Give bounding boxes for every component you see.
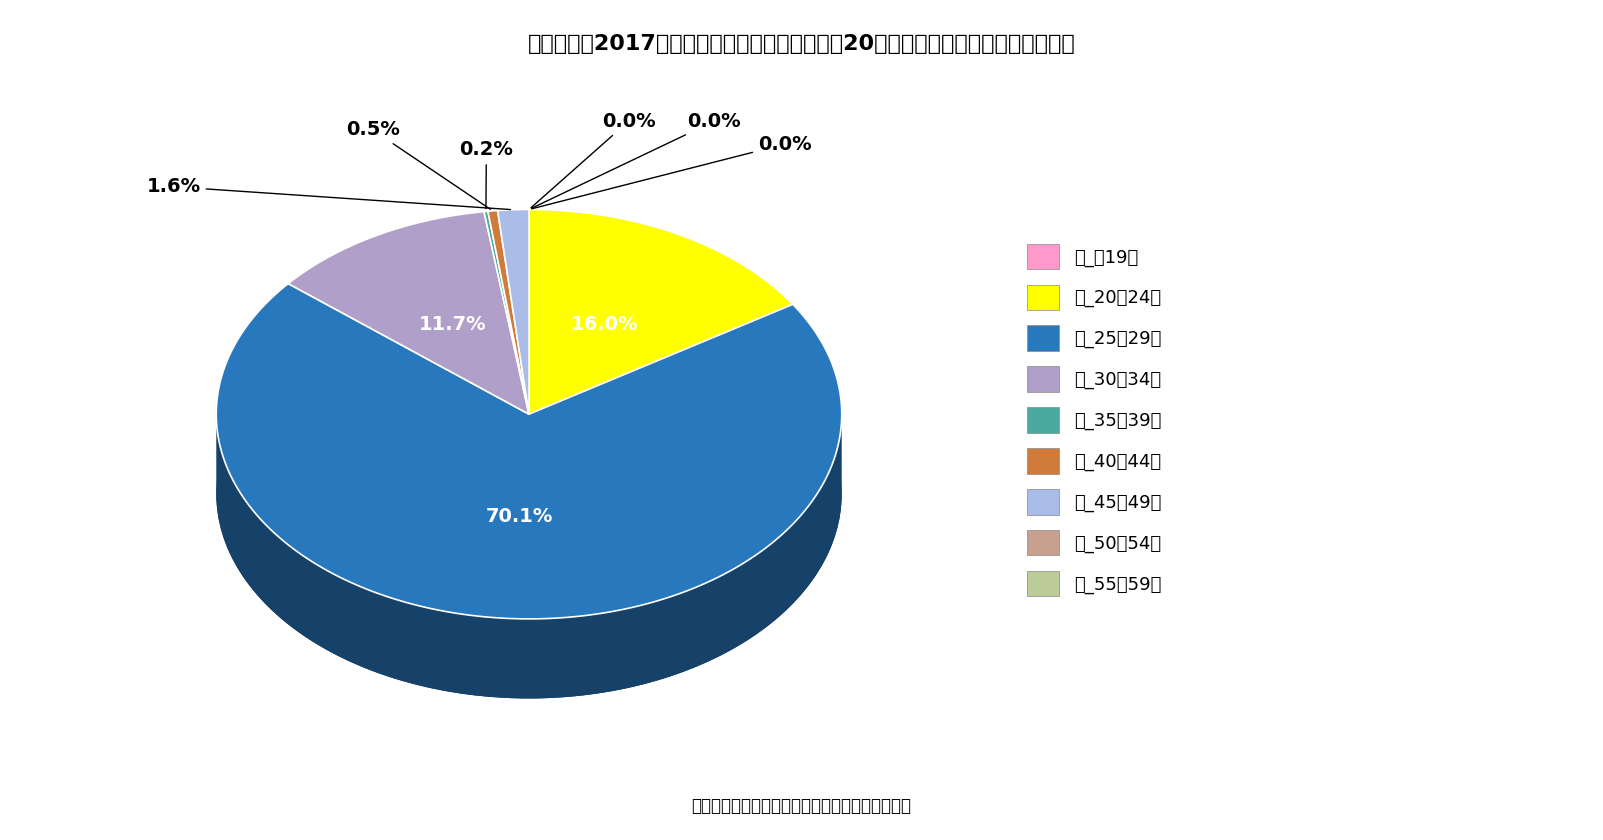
Text: 資料）厚生労働省「人口動態調査」より筆者作成: 資料）厚生労働省「人口動態調査」より筆者作成 — [691, 797, 912, 815]
Polygon shape — [497, 209, 529, 414]
Polygon shape — [487, 211, 529, 414]
Text: 0.0%: 0.0% — [531, 112, 656, 207]
Polygon shape — [216, 284, 842, 619]
Polygon shape — [484, 211, 529, 414]
Polygon shape — [289, 212, 529, 414]
Polygon shape — [529, 209, 793, 414]
Text: 16.0%: 16.0% — [571, 315, 638, 334]
Text: 0.2%: 0.2% — [460, 140, 513, 208]
Text: 0.5%: 0.5% — [346, 120, 491, 209]
Text: 0.0%: 0.0% — [532, 134, 811, 209]
Text: 11.7%: 11.7% — [418, 316, 486, 334]
Ellipse shape — [216, 289, 842, 699]
Text: 【図表３】2017年成婚男女の年齢組み合わせ／20代後半男性とその妻の年齢（％）: 【図表３】2017年成婚男女の年齢組み合わせ／20代後半男性とその妻の年齢（％） — [527, 34, 1076, 54]
Text: 0.0%: 0.0% — [532, 112, 741, 208]
Polygon shape — [216, 416, 842, 699]
Text: 1.6%: 1.6% — [146, 177, 510, 209]
Text: 70.1%: 70.1% — [486, 507, 553, 526]
Legend: 妻_～19歳, 妻_20～24歳, 妻_25～29歳, 妻_30～34歳, 妻_35～39歳, 妻_40～44歳, 妻_45～49歳, 妻_50～54歳, 妻_: 妻_～19歳, 妻_20～24歳, 妻_25～29歳, 妻_30～34歳, 妻_… — [1028, 244, 1161, 596]
